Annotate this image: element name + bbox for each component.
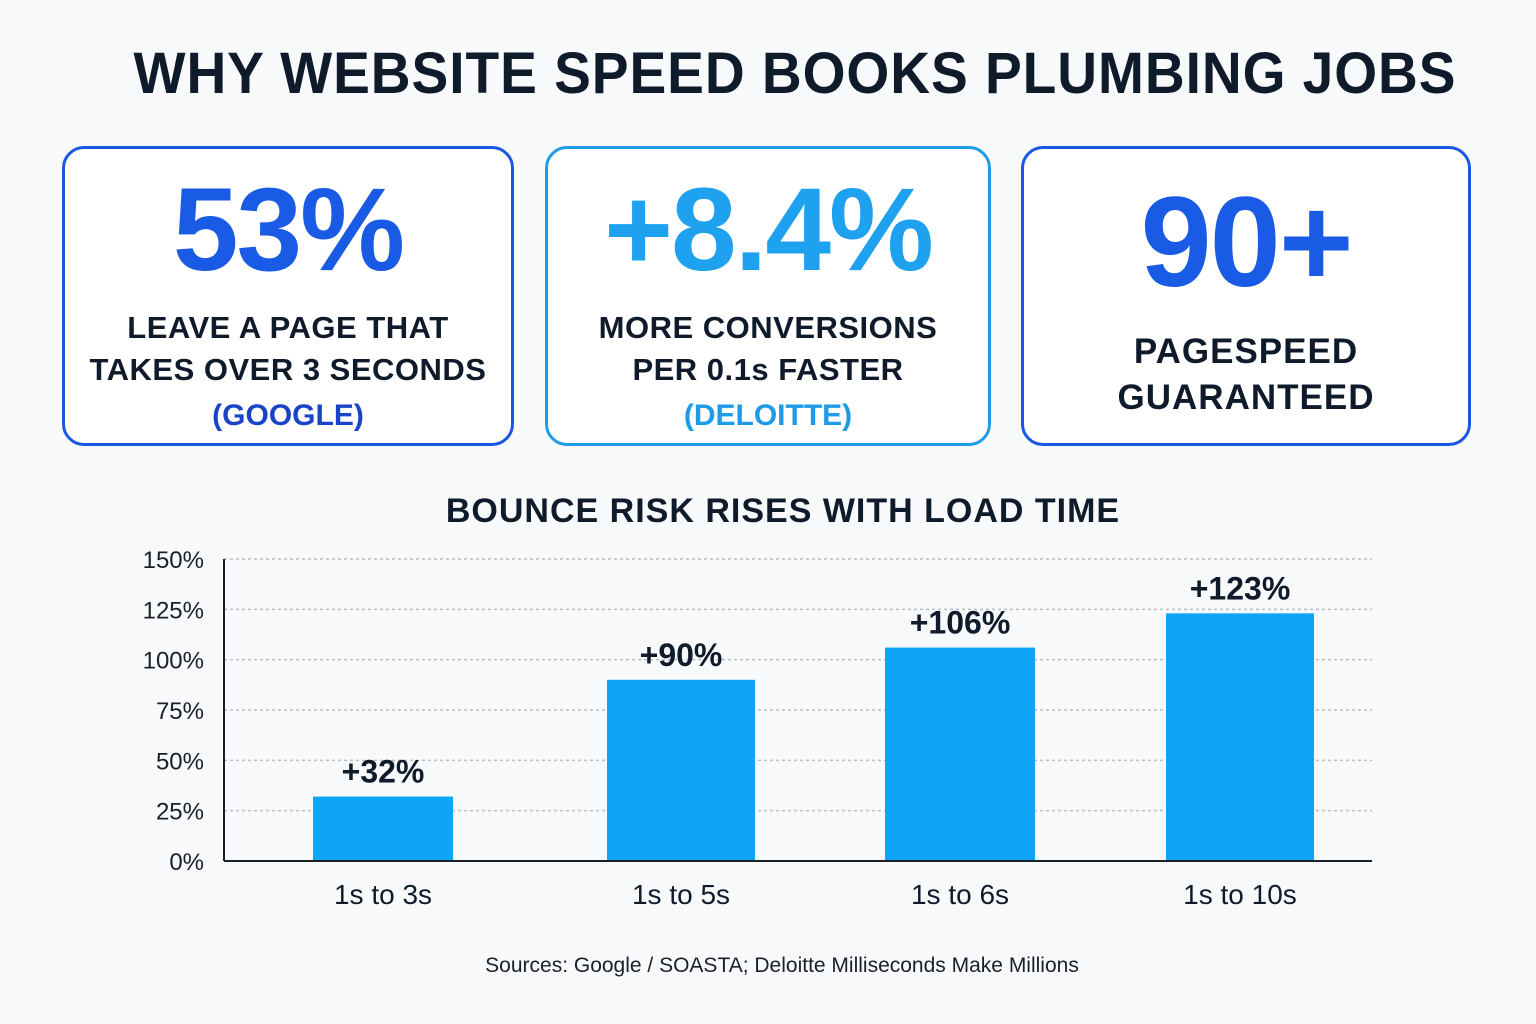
stat-description-line2: PER 0.1s FASTER: [632, 352, 904, 387]
stat-card-conversions: +8.4% MORE CONVERSIONS PER 0.1s FASTER (…: [545, 146, 991, 446]
stat-description-line1: MORE CONVERSIONS: [598, 310, 938, 345]
x-tick-label: 1s to 3s: [334, 879, 432, 910]
x-tick-label: 1s to 10s: [1183, 879, 1297, 910]
y-tick-label: 125%: [143, 597, 204, 624]
stat-value: 53%: [172, 164, 405, 296]
chart-title: BOUNCE RISK RISES WITH LOAD TIME: [445, 492, 1121, 530]
x-tick-label: 1s to 5s: [632, 879, 730, 910]
stat-description-line2: GUARANTEED: [1117, 378, 1375, 417]
sources-note: Sources: Google / SOASTA; Deloitte Milli…: [485, 954, 1079, 977]
stat-description: LEAVE A PAGE THAT TAKES OVER 3 SECONDS: [65, 307, 511, 391]
y-tick-label: 150%: [143, 547, 204, 574]
bar: [885, 647, 1035, 861]
y-tick-label: 50%: [156, 748, 204, 775]
stat-source: (DELOITTE): [683, 399, 853, 432]
data-label: +123%: [1190, 570, 1291, 606]
data-label: +106%: [910, 605, 1011, 641]
data-label: +90%: [640, 637, 723, 673]
stat-description-line1: PAGESPEED: [1133, 332, 1359, 371]
y-tick-label: 0%: [169, 849, 204, 876]
stat-description-line1: LEAVE A PAGE THAT: [127, 310, 449, 345]
stat-card-bounce: 53% LEAVE A PAGE THAT TAKES OVER 3 SECON…: [62, 146, 514, 446]
bar: [313, 796, 453, 861]
stat-card-pagespeed: 90+ PAGESPEED GUARANTEED: [1021, 146, 1471, 446]
bar: [607, 679, 755, 861]
y-tick-label: 100%: [143, 648, 204, 675]
stat-description-line2: TAKES OVER 3 SECONDS: [89, 352, 487, 387]
page-title: WHY WEBSITE SPEED BOOKS PLUMBING JOBS: [133, 41, 1457, 106]
stat-source: (GOOGLE): [212, 399, 364, 432]
y-tick-label: 75%: [156, 698, 204, 725]
stat-value: +8.4%: [604, 164, 934, 296]
stat-value: 90+: [1140, 171, 1353, 314]
bar: [1166, 613, 1314, 861]
data-label: +32%: [342, 754, 425, 790]
y-tick-label: 25%: [156, 799, 204, 826]
stat-description: MORE CONVERSIONS PER 0.1s FASTER: [548, 307, 988, 391]
stat-description: PAGESPEED GUARANTEED: [1024, 329, 1468, 421]
x-tick-label: 1s to 6s: [911, 879, 1009, 910]
